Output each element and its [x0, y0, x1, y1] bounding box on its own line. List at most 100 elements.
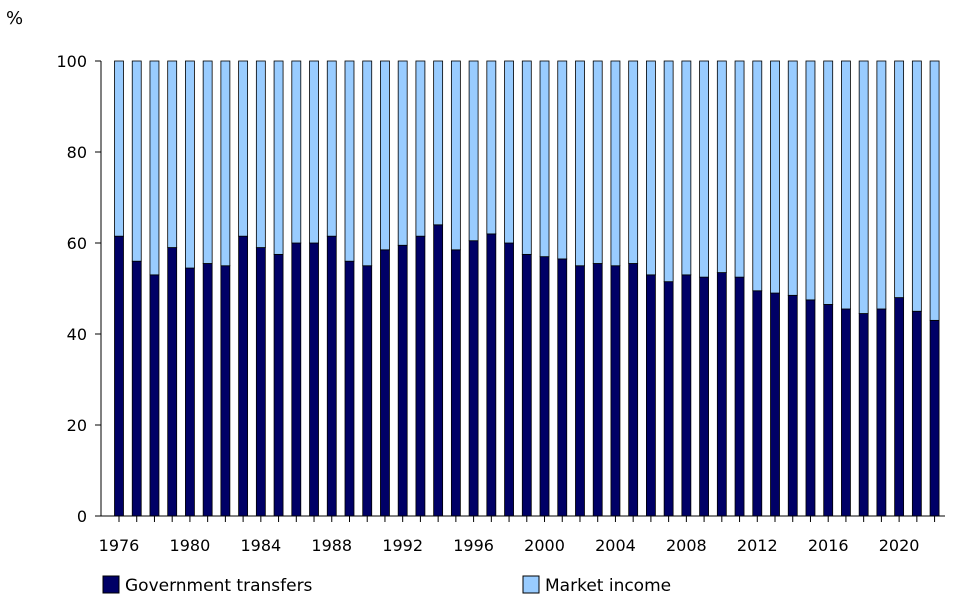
bar-government-transfers-2007 — [663, 281, 674, 517]
bar-market-income-2022 — [929, 60, 940, 321]
x-tick-label-1980: 1980 — [170, 536, 211, 555]
bar-market-income-1977 — [131, 60, 142, 262]
bar-government-transfers-1979 — [167, 247, 178, 517]
bar-government-transfers-1991 — [380, 249, 390, 517]
bar-government-transfers-1976 — [114, 235, 124, 517]
bar-government-transfers-1978 — [149, 274, 160, 517]
bar-government-transfers-2005 — [628, 263, 639, 517]
x-tick-label-2016: 2016 — [808, 536, 849, 555]
x-tick-label-1976: 1976 — [99, 536, 140, 555]
y-axis-label: % — [6, 8, 23, 29]
bar-government-transfers-2019 — [876, 308, 887, 517]
bar-market-income-1981 — [202, 60, 213, 264]
legend-swatch-market-income — [522, 575, 540, 594]
bar-government-transfers-2011 — [734, 276, 745, 517]
bar-market-income-1995 — [450, 60, 461, 251]
x-tick-label-2020: 2020 — [879, 536, 920, 555]
y-tick-label-0: 0 — [77, 507, 87, 526]
bar-government-transfers-2015 — [805, 299, 816, 517]
bar-government-transfers-1986 — [291, 242, 302, 517]
bar-government-transfers-1999 — [521, 253, 532, 517]
y-axis: 0 20 40 60 80 100 — [56, 52, 102, 526]
bar-market-income-1983 — [238, 60, 249, 237]
bar-government-transfers-1989 — [344, 260, 355, 517]
bar-market-income-2014 — [787, 60, 798, 296]
bar-market-income-2021 — [911, 60, 922, 312]
bar-government-transfers-1983 — [238, 235, 249, 517]
legend-swatch-government-transfers — [102, 575, 120, 594]
bar-government-transfers-2013 — [770, 292, 780, 517]
y-tick-label-40: 40 — [67, 325, 87, 344]
bar-market-income-1996 — [468, 60, 479, 242]
bar-market-income-1999 — [521, 60, 532, 255]
bar-government-transfers-1980 — [185, 267, 195, 517]
bar-market-income-2016 — [823, 60, 834, 305]
bar-market-income-2006 — [646, 60, 656, 276]
bar-government-transfers-2021 — [911, 310, 922, 517]
bar-government-transfers-1994 — [433, 224, 444, 517]
x-tick-label-1984: 1984 — [240, 536, 281, 555]
x-tick-label-2012: 2012 — [737, 536, 778, 555]
bar-government-transfers-1997 — [486, 233, 497, 517]
bar-government-transfers-1993 — [415, 235, 426, 517]
bar-government-transfers-2014 — [787, 294, 798, 517]
bar-market-income-1997 — [486, 60, 497, 235]
bar-market-income-1993 — [415, 60, 426, 237]
bar-market-income-1987 — [309, 60, 319, 244]
bar-market-income-1985 — [273, 60, 284, 255]
plot-area — [114, 60, 940, 517]
bar-market-income-1992 — [397, 60, 408, 246]
bar-market-income-1990 — [362, 60, 373, 267]
y-tick-label-20: 20 — [67, 416, 87, 435]
bar-government-transfers-2004 — [610, 265, 621, 517]
bar-government-transfers-1985 — [273, 253, 284, 517]
x-tick-label-2004: 2004 — [595, 536, 636, 555]
bar-market-income-1984 — [255, 60, 266, 248]
bar-market-income-2001 — [557, 60, 568, 260]
y-tick-label-100: 100 — [56, 52, 87, 71]
y-tick-label-80: 80 — [67, 143, 87, 162]
bar-market-income-2012 — [752, 60, 763, 292]
bar-market-income-2004 — [610, 60, 621, 267]
bar-market-income-1989 — [344, 60, 355, 262]
bar-government-transfers-2016 — [823, 304, 834, 517]
bar-government-transfers-1984 — [255, 247, 266, 517]
bar-government-transfers-1995 — [450, 249, 461, 517]
bar-market-income-2003 — [592, 60, 603, 264]
bar-government-transfers-2009 — [699, 276, 709, 517]
y-tick-label-60: 60 — [67, 234, 87, 253]
bar-market-income-2015 — [805, 60, 816, 301]
x-tick-label-1988: 1988 — [311, 536, 352, 555]
bar-government-transfers-1998 — [504, 242, 514, 517]
bar-market-income-2000 — [539, 60, 550, 258]
bar-market-income-2010 — [716, 60, 727, 273]
bar-government-transfers-1992 — [397, 244, 408, 517]
bar-government-transfers-1990 — [362, 265, 373, 517]
bar-market-income-2008 — [681, 60, 692, 276]
bar-government-transfers-2008 — [681, 274, 692, 517]
bar-market-income-2018 — [858, 60, 869, 314]
bar-market-income-1994 — [433, 60, 444, 226]
bar-government-transfers-1996 — [468, 240, 479, 517]
bar-market-income-2019 — [876, 60, 887, 310]
bar-government-transfers-2000 — [539, 256, 550, 517]
x-tick-label-1996: 1996 — [453, 536, 494, 555]
bar-market-income-1976 — [114, 60, 124, 237]
bar-market-income-2013 — [770, 60, 780, 294]
bar-market-income-1980 — [185, 60, 195, 269]
bar-market-income-2020 — [894, 60, 905, 299]
bar-market-income-1979 — [167, 60, 178, 248]
bar-government-transfers-2017 — [841, 308, 851, 517]
bar-government-transfers-2006 — [646, 274, 656, 517]
legend-label-market-income: Market income — [545, 576, 671, 596]
bar-government-transfers-2020 — [894, 297, 905, 517]
bar-government-transfers-1982 — [220, 265, 231, 517]
bar-government-transfers-1981 — [202, 263, 213, 517]
bar-market-income-1998 — [504, 60, 514, 244]
x-axis: 1976 1980 1984 1988 1992 1996 2000 2004 2008 2012… — [99, 515, 945, 555]
bar-government-transfers-2001 — [557, 258, 568, 517]
bar-government-transfers-1988 — [326, 235, 337, 517]
bar-government-transfers-1977 — [131, 260, 142, 517]
bar-market-income-1991 — [380, 60, 390, 251]
